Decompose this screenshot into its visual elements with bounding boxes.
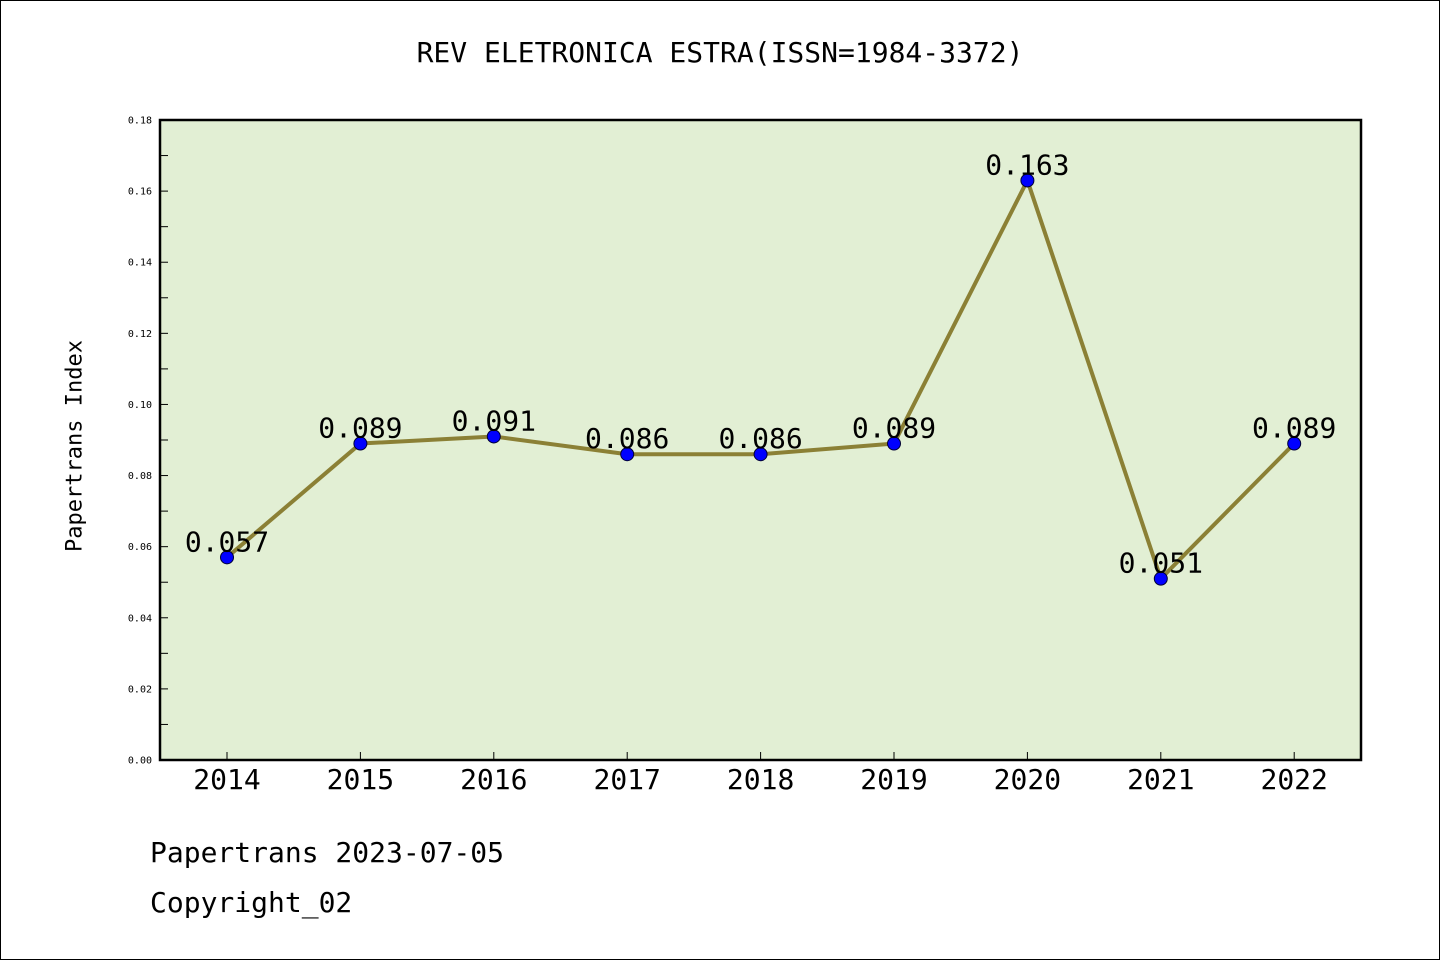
- y-tick-label: 0.16: [128, 187, 152, 198]
- y-tick-label: 0.06: [128, 542, 152, 553]
- x-tick-label: 2021: [1127, 763, 1194, 796]
- data-point-marker: [620, 447, 635, 462]
- x-axis-ticks: 2014 2015 2016 2017 2018 2019 2020 2021 2022: [193, 752, 1328, 796]
- chart-title: REV ELETRONICA ESTRA(ISSN=1984-3372): [416, 36, 1024, 69]
- y-tick-label: 0.00: [128, 756, 152, 767]
- data-point-label: 0.163: [985, 148, 1069, 181]
- data-point-label: 0.057: [185, 525, 269, 558]
- x-tick-label: 2016: [460, 763, 527, 796]
- x-tick-label: 2019: [860, 763, 927, 796]
- data-point-label: 0.051: [1119, 547, 1203, 580]
- data-point-marker: [1287, 436, 1302, 451]
- data-point-marker: [1153, 571, 1168, 586]
- x-tick-label: 2015: [327, 763, 394, 796]
- y-tick-label: 0.04: [128, 613, 152, 624]
- data-markers: [220, 173, 1302, 586]
- footer-copyright: Copyright_02: [150, 886, 353, 919]
- y-tick-label: 0.08: [128, 471, 152, 482]
- y-axis-ticks: 0.00 0.02 0.04 0.06 0.08 0.10 0.12 0.14 0.16 0.18: [128, 116, 168, 767]
- data-point-label: 0.089: [318, 412, 402, 445]
- x-tick-label: 2017: [593, 763, 660, 796]
- plot-border: [158, 118, 1363, 762]
- data-point-marker: [220, 550, 234, 565]
- x-tick-label: 2022: [1260, 763, 1327, 796]
- x-tick-label: 2020: [994, 763, 1061, 796]
- data-point-marker: [353, 436, 368, 451]
- data-point-marker: [1020, 173, 1035, 188]
- data-point-label: 0.086: [585, 422, 669, 455]
- data-point-marker: [486, 429, 501, 444]
- y-tick-label: 0.10: [128, 400, 152, 411]
- data-point-marker: [753, 447, 768, 462]
- data-point-label: 0.091: [452, 404, 536, 437]
- y-tick-label: 0.14: [128, 258, 152, 269]
- data-point-label: 0.086: [718, 422, 802, 455]
- y-tick-label: 0.12: [128, 329, 152, 340]
- x-tick-label: 2014: [193, 763, 260, 796]
- y-tick-label: 0.18: [128, 116, 152, 127]
- data-point-label: 0.089: [852, 412, 936, 445]
- x-tick-label: 2018: [727, 763, 794, 796]
- y-tick-label: 0.02: [128, 684, 152, 695]
- data-labels: 0.057 0.089 0.091 0.086 0.086 0.089 0.163 0.051…: [185, 148, 1336, 579]
- data-point-label: 0.089: [1252, 412, 1336, 445]
- footer-date-line: Papertrans 2023-07-05: [150, 836, 505, 869]
- data-point-marker: [887, 436, 901, 451]
